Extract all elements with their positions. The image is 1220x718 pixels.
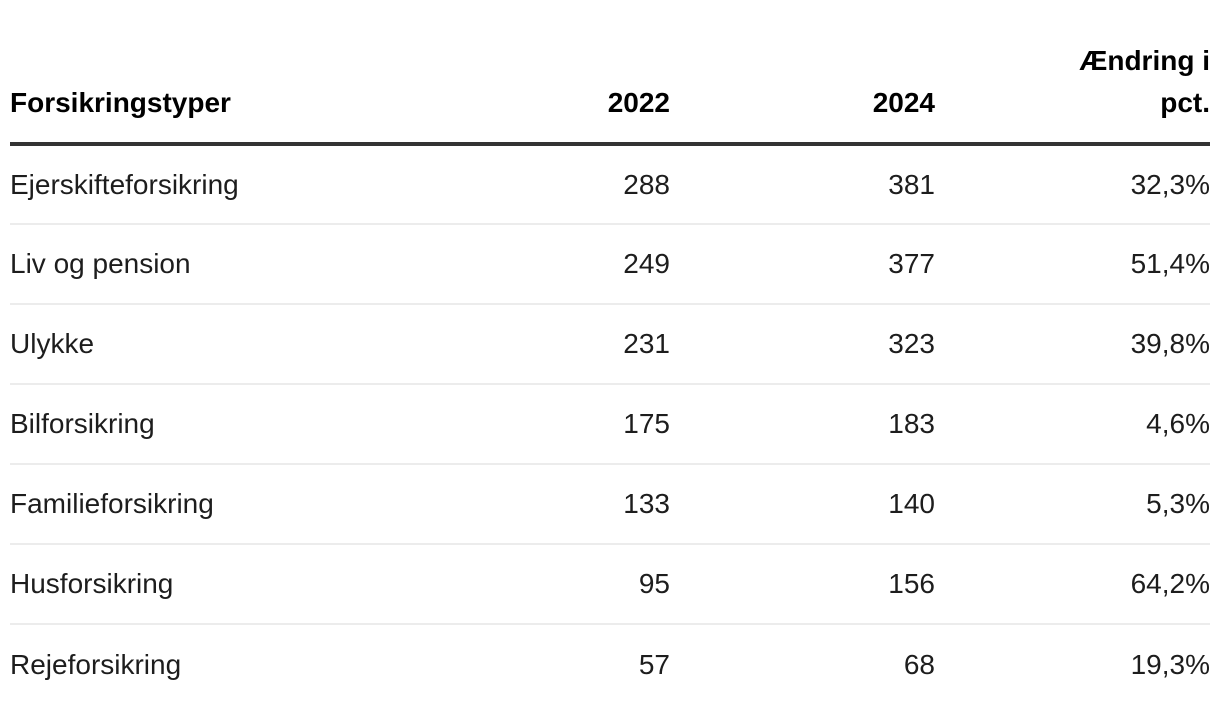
- table-header: Forsikringstyper 2022 2024 Ændring i pct…: [10, 0, 1210, 146]
- value-2022: 231: [450, 304, 670, 385]
- column-header-forsikringstyper: Forsikringstyper: [10, 0, 450, 146]
- value-2022: 133: [450, 464, 670, 545]
- value-2022: 95: [450, 544, 670, 625]
- value-change-pct: 32,3%: [935, 144, 1210, 225]
- value-2024: 377: [670, 224, 935, 305]
- row-label: Husforsikring: [10, 544, 450, 625]
- column-header-aendring-label: Ændring i pct.: [1079, 45, 1210, 118]
- value-2024: 156: [670, 544, 935, 625]
- value-change-pct: 4,6%: [935, 384, 1210, 465]
- column-header-2022: 2022: [450, 0, 670, 146]
- row-label: Familieforsikring: [10, 464, 450, 545]
- row-label: Bilforsikring: [10, 384, 450, 465]
- value-2022: 57: [638, 648, 670, 680]
- table-row: Bilforsikring 175 183 4,6%: [10, 384, 1210, 465]
- table-row: Rejeforsikring 57 68 19,3%: [10, 624, 1210, 704]
- row-label: Ulykke: [10, 304, 450, 385]
- table-row: Husforsikring 95 156 64,2%: [10, 544, 1210, 625]
- value-change-pct: 5,3%: [935, 464, 1210, 545]
- table-row: Ejerskifteforsikring 288 381 32,3%: [10, 144, 1210, 225]
- table-row: Liv og pension 249 377 51,4%: [10, 224, 1210, 305]
- column-header-2024: 2024: [670, 0, 935, 146]
- row-label: Liv og pension: [10, 224, 450, 305]
- table-body: Ejerskifteforsikring 288 381 32,3% Liv o…: [10, 144, 1210, 704]
- value-2024: 323: [670, 304, 935, 385]
- value-2022: 249: [450, 224, 670, 305]
- value-2024: 183: [670, 384, 935, 465]
- header-row: Forsikringstyper 2022 2024 Ændring i pct…: [10, 0, 1210, 146]
- column-header-aendring-i-pct: Ændring i pct.: [935, 0, 1210, 146]
- row-label: Rejeforsikring: [10, 648, 182, 680]
- value-2022: 288: [450, 144, 670, 225]
- insurance-types-table: Forsikringstyper 2022 2024 Ændring i pct…: [10, 0, 1210, 704]
- value-2022: 175: [450, 384, 670, 465]
- value-2024: 68: [903, 648, 935, 680]
- value-change-pct: 39,8%: [935, 304, 1210, 385]
- value-change-pct: 64,2%: [935, 544, 1210, 625]
- row-label: Ejerskifteforsikring: [10, 144, 450, 225]
- value-change-pct: 19,3%: [1130, 648, 1210, 680]
- table-row: Ulykke 231 323 39,8%: [10, 304, 1210, 385]
- table-row: Familieforsikring 133 140 5,3%: [10, 464, 1210, 545]
- value-2024: 140: [670, 464, 935, 545]
- value-change-pct: 51,4%: [935, 224, 1210, 305]
- value-2024: 381: [670, 144, 935, 225]
